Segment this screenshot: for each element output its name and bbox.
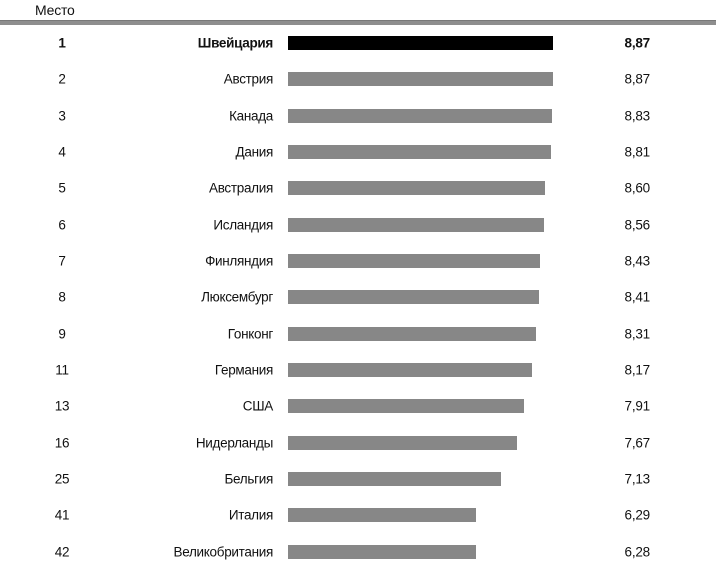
score-bar bbox=[288, 363, 533, 378]
score-bar bbox=[288, 36, 553, 51]
country-label: Канада bbox=[229, 108, 273, 124]
rank-cell: 4 bbox=[58, 144, 66, 160]
score-bar bbox=[288, 472, 501, 487]
rank-cell: 8 bbox=[58, 289, 66, 305]
score-bar bbox=[288, 399, 525, 414]
ranking-rows: 1 Швейцария 8,87 2 Австрия 8,87 3 Канада 8,83 4 Да… bbox=[0, 25, 716, 570]
country-label: Гонконг bbox=[227, 326, 274, 342]
score-value: 8,41 bbox=[624, 289, 651, 305]
country-label: Австрия bbox=[223, 71, 274, 87]
table-row: 11 Германия 8,17 bbox=[0, 352, 716, 388]
score-value: 6,29 bbox=[624, 507, 651, 523]
score-bar bbox=[288, 145, 552, 160]
table-row: 1 Швейцария 8,87 bbox=[0, 25, 716, 61]
score-value: 7,13 bbox=[624, 471, 651, 487]
country-label: Нидерланды bbox=[195, 435, 273, 451]
score-bar bbox=[288, 181, 545, 196]
country-label: Бельгия bbox=[224, 471, 273, 487]
country-label: Дания bbox=[235, 144, 274, 160]
rank-column-header: Место bbox=[35, 2, 75, 18]
score-bar bbox=[288, 108, 552, 123]
score-value: 6,28 bbox=[624, 544, 651, 560]
rank-cell: 16 bbox=[54, 435, 70, 451]
table-row: 3 Канада 8,83 bbox=[0, 98, 716, 134]
score-value: 8,56 bbox=[624, 217, 651, 233]
score-bar bbox=[288, 217, 544, 232]
score-value: 8,43 bbox=[624, 253, 651, 269]
table-row: 16 Нидерланды 7,67 bbox=[0, 425, 716, 461]
rank-cell: 25 bbox=[54, 471, 70, 487]
score-value: 8,87 bbox=[624, 71, 651, 87]
score-bar bbox=[288, 326, 537, 341]
score-value: 7,91 bbox=[624, 398, 651, 414]
header-divider-rule bbox=[0, 20, 716, 25]
score-value: 8,81 bbox=[624, 144, 651, 160]
country-label: Италия bbox=[228, 507, 273, 523]
score-bar bbox=[288, 254, 540, 269]
table-row: 9 Гонконг 8,31 bbox=[0, 316, 716, 352]
rank-cell: 11 bbox=[55, 362, 69, 378]
rank-cell: 13 bbox=[54, 398, 70, 414]
score-bar bbox=[288, 72, 553, 87]
table-row: 8 Люксембург 8,41 bbox=[0, 279, 716, 315]
rank-cell: 42 bbox=[54, 544, 70, 560]
score-value: 8,60 bbox=[624, 180, 651, 196]
rank-cell: 41 bbox=[54, 507, 70, 523]
table-row: 25 Бельгия 7,13 bbox=[0, 461, 716, 497]
score-bar bbox=[288, 290, 540, 305]
table-row: 7 Финляндия 8,43 bbox=[0, 243, 716, 279]
country-label: Исландия bbox=[213, 217, 273, 233]
score-bar bbox=[288, 435, 518, 450]
rank-cell: 9 bbox=[58, 326, 66, 342]
score-bar bbox=[288, 544, 476, 559]
rank-cell: 3 bbox=[58, 108, 66, 124]
rank-cell: 5 bbox=[58, 180, 66, 196]
table-row: 2 Австрия 8,87 bbox=[0, 61, 716, 97]
country-label: Финляндия bbox=[205, 253, 273, 269]
table-row: 4 Дания 8,81 bbox=[0, 134, 716, 170]
score-value: 7,67 bbox=[624, 435, 651, 451]
country-label: Германия bbox=[214, 362, 273, 378]
score-value: 8,17 bbox=[624, 362, 651, 378]
rank-cell: 7 bbox=[58, 253, 66, 269]
country-label: Люксембург bbox=[201, 289, 273, 305]
table-row: 41 Италия 6,29 bbox=[0, 497, 716, 533]
country-label: Швейцария bbox=[197, 35, 274, 51]
rank-cell: 2 bbox=[58, 71, 66, 87]
country-label: Австралия bbox=[208, 180, 273, 196]
table-row: 6 Исландия 8,56 bbox=[0, 207, 716, 243]
country-label: США bbox=[242, 398, 274, 414]
country-label: Великобритания bbox=[173, 544, 274, 560]
score-value: 8,83 bbox=[624, 108, 651, 124]
table-row: 42 Великобритания 6,28 bbox=[0, 534, 716, 570]
score-bar bbox=[288, 508, 476, 523]
table-row: 13 США 7,91 bbox=[0, 388, 716, 424]
score-value: 8,31 bbox=[624, 326, 651, 342]
rank-cell: 6 bbox=[58, 217, 66, 233]
rank-cell: 1 bbox=[58, 35, 66, 51]
table-row: 5 Австралия 8,60 bbox=[0, 170, 716, 206]
score-value: 8,87 bbox=[624, 35, 651, 51]
